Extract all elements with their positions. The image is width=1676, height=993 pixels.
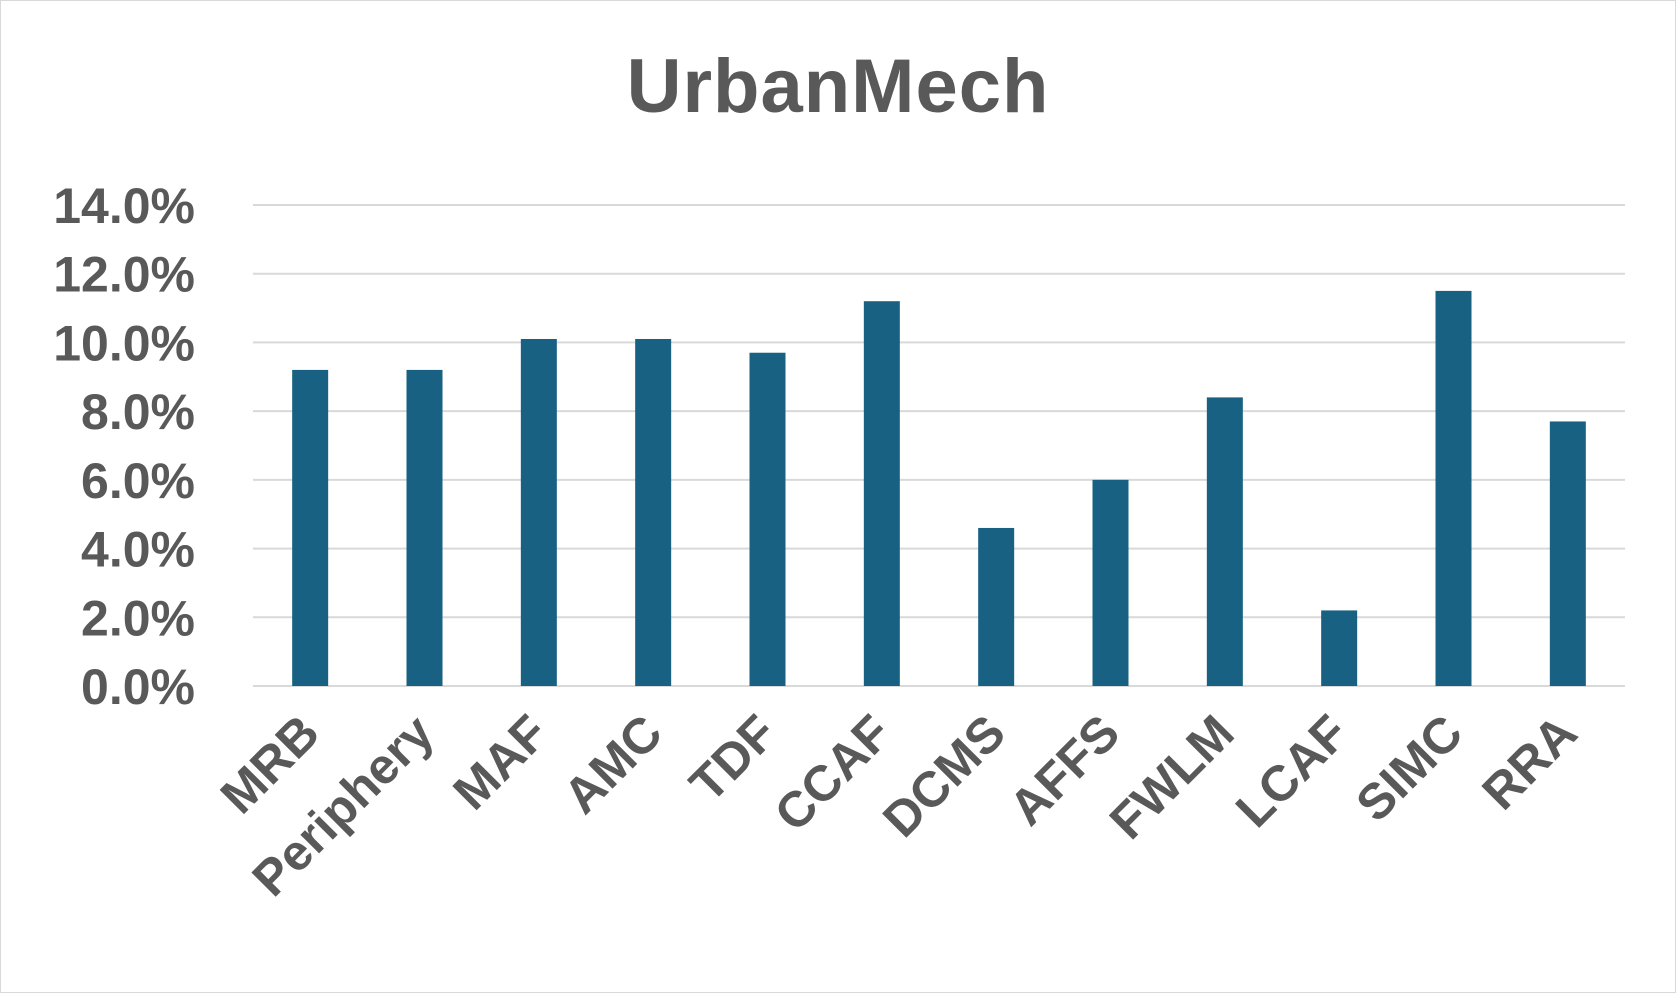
x-tick-label: LCAF — [1225, 704, 1359, 838]
bar-fwlm — [1206, 397, 1243, 686]
bar-affs — [1092, 479, 1129, 686]
y-tick-label: 14.0% — [53, 178, 195, 234]
bar-tdf — [749, 352, 786, 686]
bar-periphery — [406, 369, 443, 686]
bar-lcaf — [1321, 610, 1358, 686]
bar-mrb — [292, 369, 329, 686]
y-tick-label: 6.0% — [81, 453, 195, 509]
bar-maf — [520, 338, 557, 686]
y-tick-label: 10.0% — [53, 315, 195, 371]
chart-title: UrbanMech — [626, 44, 1050, 129]
y-tick-label: 2.0% — [81, 590, 195, 646]
x-tick-label: RRA — [1471, 704, 1587, 820]
x-tick-label: MAF — [442, 704, 558, 820]
bar-simc — [1435, 290, 1472, 686]
bar-ccaf — [863, 301, 900, 686]
x-tick-label: SIMC — [1345, 704, 1473, 832]
x-tick-label: CCAF — [764, 704, 902, 842]
y-tick-label: 0.0% — [81, 659, 195, 715]
y-tick-label: 4.0% — [81, 522, 195, 578]
x-tick-label: AMC — [553, 704, 673, 824]
bar-dcms — [978, 527, 1015, 686]
x-tick-label: FWLM — [1099, 704, 1245, 850]
bar-rra — [1549, 421, 1586, 686]
x-tick-label: DCMS — [872, 704, 1016, 848]
y-tick-label: 12.0% — [53, 247, 195, 303]
y-tick-label: 8.0% — [81, 384, 195, 440]
bar-amc — [635, 338, 672, 686]
